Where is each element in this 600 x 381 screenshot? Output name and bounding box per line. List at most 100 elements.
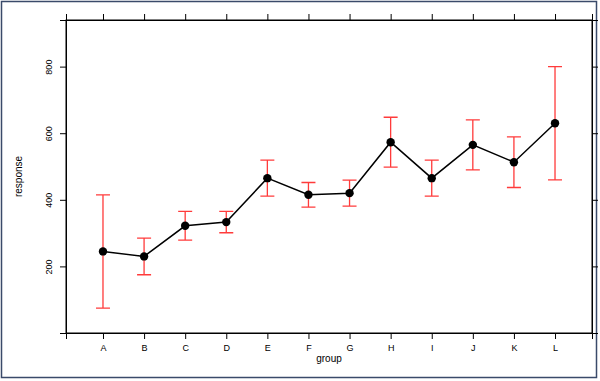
tick-label: C — [182, 343, 189, 353]
tick — [555, 14, 556, 20]
tick-mark — [60, 67, 66, 68]
point — [181, 222, 189, 230]
tick: 200 — [44, 259, 66, 274]
data-layer — [96, 67, 562, 308]
tick-label: 800 — [44, 60, 54, 75]
tick-mark — [226, 333, 227, 339]
tick-mark — [350, 333, 351, 339]
tick-mark — [144, 14, 145, 20]
tick-mark — [60, 200, 66, 201]
point — [140, 252, 148, 260]
tick-mark — [592, 67, 598, 68]
error-bar — [548, 67, 562, 180]
tick-label: F — [306, 343, 312, 353]
tick-mark — [514, 14, 515, 20]
tick — [592, 67, 598, 68]
tick: 600 — [44, 126, 66, 141]
tick: A — [100, 333, 106, 353]
tick-mark — [473, 333, 474, 339]
tick: B — [142, 333, 148, 353]
tick — [308, 14, 309, 20]
tick: C — [182, 333, 189, 353]
tick-mark — [592, 266, 598, 267]
tick-label: 200 — [44, 259, 54, 274]
tick — [103, 14, 104, 20]
tick-label: H — [388, 343, 395, 353]
error-bar — [260, 160, 274, 196]
tick: F — [306, 333, 312, 353]
chart: A B C D E F G H I J K L 200 400 600 800 group response — [0, 0, 600, 381]
error-bar — [425, 160, 439, 196]
tick: J — [471, 333, 476, 353]
tick-mark — [103, 14, 104, 20]
tick — [391, 14, 392, 20]
tick: K — [511, 333, 517, 353]
axis-line — [593, 21, 599, 334]
error-bar — [466, 120, 480, 170]
tick-mark — [144, 333, 145, 339]
tick — [514, 14, 515, 20]
tick-mark — [391, 333, 392, 339]
axis-line — [67, 334, 593, 340]
tick-mark — [308, 14, 309, 20]
tick: 400 — [44, 193, 66, 208]
point — [345, 189, 353, 197]
tick: H — [388, 333, 395, 353]
tick-mark — [432, 14, 433, 20]
tick — [350, 14, 351, 20]
tick — [592, 200, 598, 201]
tick — [226, 14, 227, 20]
error-bar — [507, 137, 521, 188]
tick-label: B — [142, 343, 148, 353]
point — [263, 174, 271, 182]
tick-label: 600 — [44, 126, 54, 141]
tick — [592, 133, 598, 134]
x-axis-title: group — [316, 353, 342, 364]
tick-label: G — [347, 343, 354, 353]
tick: D — [224, 333, 231, 353]
tick — [473, 14, 474, 20]
tick-mark — [226, 14, 227, 20]
tick-mark — [267, 333, 268, 339]
tick-mark — [391, 14, 392, 20]
tick: L — [553, 333, 558, 353]
tick — [432, 14, 433, 20]
tick-mark — [60, 133, 66, 134]
tick-mark — [308, 333, 309, 339]
tick-mark — [592, 133, 598, 134]
outer-border — [2, 2, 597, 378]
tick — [185, 14, 186, 20]
tick — [267, 14, 268, 20]
point — [222, 218, 230, 226]
line — [103, 123, 555, 256]
plot-frame — [66, 20, 592, 333]
point — [510, 158, 518, 166]
point — [428, 174, 436, 182]
tick-label: A — [100, 343, 106, 353]
tick — [144, 14, 145, 20]
tick-mark — [592, 200, 598, 201]
error-bar — [384, 117, 398, 167]
tick-mark — [185, 333, 186, 339]
point — [386, 138, 394, 146]
tick: G — [347, 333, 354, 353]
tick-mark — [473, 14, 474, 20]
point — [304, 191, 312, 199]
tick-label: E — [265, 343, 271, 353]
tick-mark — [103, 333, 104, 339]
tick-mark — [514, 333, 515, 339]
tick-label: 400 — [44, 193, 54, 208]
tick-mark — [267, 14, 268, 20]
point — [469, 141, 477, 149]
tick-label: K — [511, 343, 517, 353]
tick-mark — [555, 14, 556, 20]
tick-mark — [432, 333, 433, 339]
tick — [592, 266, 598, 267]
tick-label: J — [471, 343, 476, 353]
point — [551, 119, 559, 127]
tick-mark — [60, 266, 66, 267]
tick-label: D — [224, 343, 231, 353]
tick-label: I — [431, 343, 434, 353]
y-axis-title: response — [13, 155, 24, 197]
tick: I — [431, 333, 434, 353]
